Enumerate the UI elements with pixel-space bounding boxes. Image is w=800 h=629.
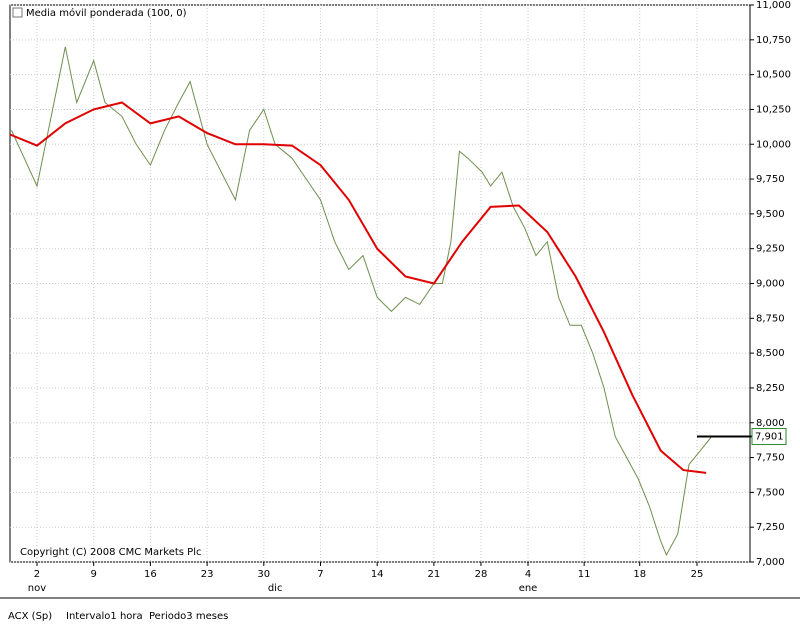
y-tick-label: 9,250 xyxy=(756,244,785,255)
status-text: Intervalo1 hora xyxy=(66,611,143,622)
x-tick-label: 28 xyxy=(475,569,488,580)
x-tick-label: 18 xyxy=(633,569,646,580)
series-line xyxy=(11,46,713,557)
y-tick-label: 7,000 xyxy=(756,557,785,568)
y-tick-label: 7,750 xyxy=(756,453,785,464)
x-tick-label: 14 xyxy=(371,569,384,580)
y-tick-label: 9,500 xyxy=(756,209,785,220)
x-tick-label: 11 xyxy=(578,569,591,580)
y-tick-label: 9,750 xyxy=(756,174,785,185)
y-tick-label: 8,750 xyxy=(756,313,785,324)
legend-label: Media móvil ponderada (100, 0) xyxy=(26,7,187,19)
y-tick-label: 10,000 xyxy=(756,139,791,150)
copyright: Copyright (C) 2008 CMC Markets Plc xyxy=(20,547,201,558)
y-tick-label: 8,000 xyxy=(756,418,785,429)
x-tick-label: 23 xyxy=(201,569,214,580)
x-tick-label: 2 xyxy=(34,569,40,580)
x-tick-label: 16 xyxy=(144,569,157,580)
series-line xyxy=(9,101,707,474)
x-tick-label: 25 xyxy=(691,569,704,580)
y-tick-label: 7,500 xyxy=(756,487,785,498)
status-text: ACX (Sp) xyxy=(8,611,52,622)
y-tick-label: 7,250 xyxy=(756,522,785,533)
y-tick-label: 8,500 xyxy=(756,348,785,359)
x-tick-label: 7 xyxy=(317,569,323,580)
month-label: ene xyxy=(519,583,538,594)
y-tick-label: 10,250 xyxy=(756,104,791,115)
x-tick-label: 30 xyxy=(257,569,270,580)
x-tick-label: 21 xyxy=(428,569,441,580)
legend-icon xyxy=(12,7,23,18)
month-label: dic xyxy=(268,583,283,594)
y-tick-label: 10,500 xyxy=(756,70,791,81)
y-tick-label: 9,000 xyxy=(756,279,785,290)
status-text: Periodo3 meses xyxy=(149,611,228,622)
last-price-label: 7,901 xyxy=(755,432,784,443)
x-tick-label: 9 xyxy=(91,569,97,580)
last-price-box xyxy=(751,428,787,446)
month-label: nov xyxy=(28,583,46,594)
y-tick-label: 11,000 xyxy=(756,0,791,11)
x-tick-label: 4 xyxy=(525,569,531,580)
y-tick-label: 8,250 xyxy=(756,383,785,394)
y-tick-label: 10,750 xyxy=(756,35,791,46)
